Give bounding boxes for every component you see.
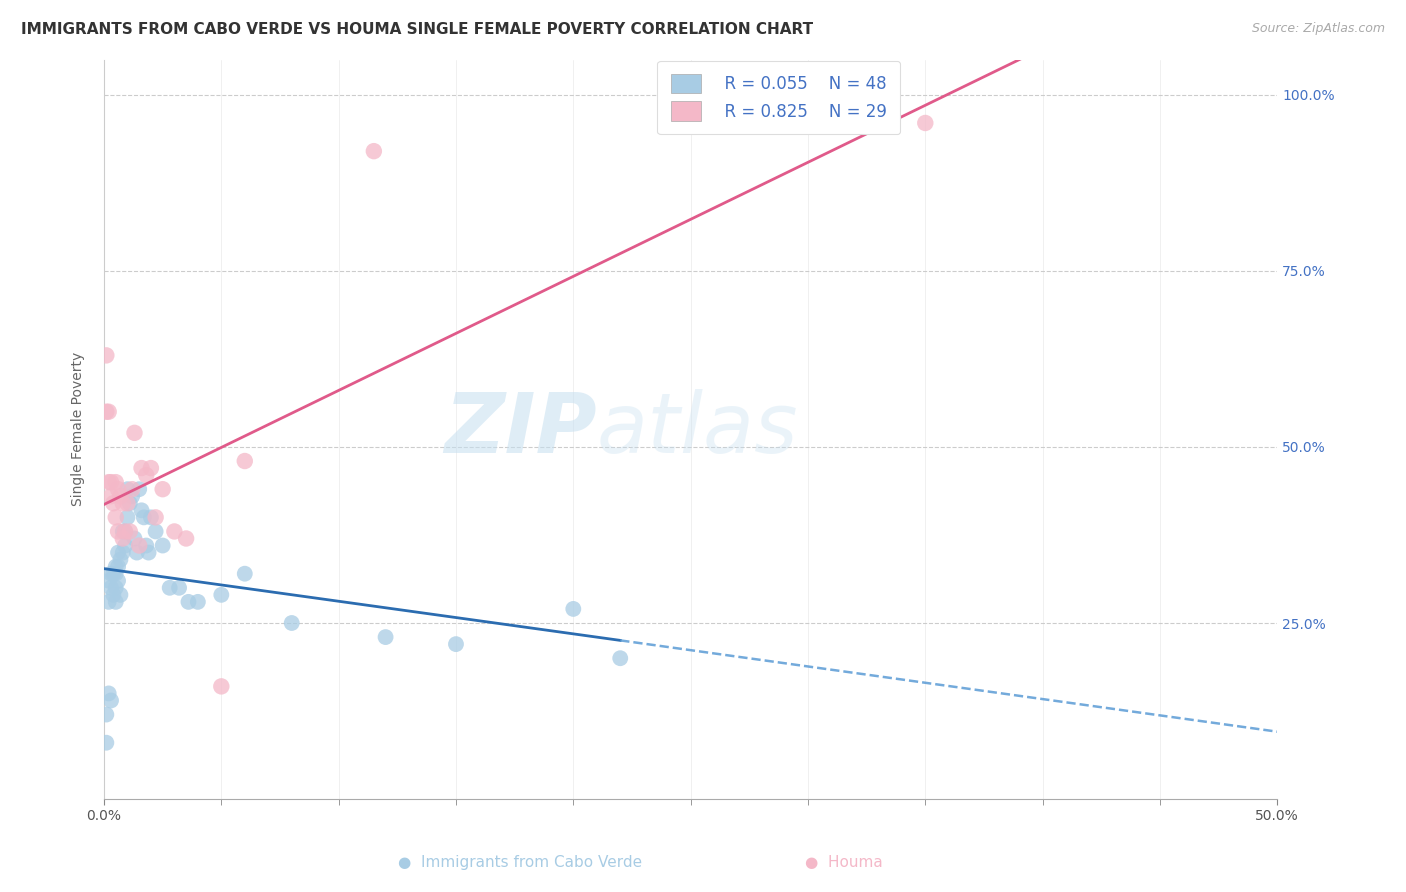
Point	[103, 566, 125, 581]
Point	[107, 559, 129, 574]
Point	[111, 524, 134, 539]
Point	[187, 595, 209, 609]
Point	[131, 461, 153, 475]
Point	[104, 581, 127, 595]
Point	[145, 524, 167, 539]
Point	[117, 496, 139, 510]
Point	[125, 545, 148, 559]
Point	[124, 425, 146, 440]
Point	[174, 532, 197, 546]
Point	[139, 461, 162, 475]
Text: ZIP: ZIP	[444, 389, 596, 470]
Point	[96, 707, 118, 722]
Point	[107, 524, 129, 539]
Point	[163, 524, 186, 539]
Point	[97, 405, 120, 419]
Point	[100, 693, 122, 707]
Point	[104, 559, 127, 574]
Point	[110, 588, 132, 602]
Point	[100, 489, 122, 503]
Point	[128, 482, 150, 496]
Point	[374, 630, 396, 644]
Point	[114, 524, 136, 539]
Point	[97, 574, 120, 588]
Point	[609, 651, 631, 665]
Point	[562, 602, 585, 616]
Point	[117, 510, 139, 524]
Point	[233, 454, 256, 468]
Point	[118, 524, 141, 539]
Point	[128, 539, 150, 553]
Point	[104, 566, 127, 581]
Point	[135, 539, 157, 553]
Point	[121, 489, 143, 503]
Point	[107, 574, 129, 588]
Point	[121, 482, 143, 496]
Point	[177, 595, 200, 609]
Point	[96, 736, 118, 750]
Point	[100, 581, 122, 595]
Point	[104, 595, 127, 609]
Point	[114, 524, 136, 539]
Point	[124, 532, 146, 546]
Point	[280, 615, 302, 630]
Point	[444, 637, 467, 651]
Point	[167, 581, 190, 595]
Y-axis label: Single Female Poverty: Single Female Poverty	[72, 352, 86, 507]
Point	[100, 475, 122, 490]
Point	[363, 144, 385, 158]
Point	[118, 496, 141, 510]
Point	[104, 475, 127, 490]
Point	[100, 566, 122, 581]
Point	[97, 686, 120, 700]
Point	[97, 595, 120, 609]
Point	[111, 532, 134, 546]
Point	[111, 496, 134, 510]
Point	[111, 545, 134, 559]
Text: Source: ZipAtlas.com: Source: ZipAtlas.com	[1251, 22, 1385, 36]
Text: ●  Houma: ● Houma	[804, 855, 883, 870]
Point	[145, 510, 167, 524]
Point	[114, 539, 136, 553]
Point	[152, 539, 174, 553]
Point	[97, 475, 120, 490]
Point	[132, 510, 155, 524]
Point	[96, 405, 118, 419]
Point	[152, 482, 174, 496]
Text: IMMIGRANTS FROM CABO VERDE VS HOUMA SINGLE FEMALE POVERTY CORRELATION CHART: IMMIGRANTS FROM CABO VERDE VS HOUMA SING…	[21, 22, 813, 37]
Point	[103, 496, 125, 510]
Point	[233, 566, 256, 581]
Text: atlas: atlas	[596, 389, 799, 470]
Point	[117, 482, 139, 496]
Point	[209, 588, 232, 602]
Point	[138, 545, 160, 559]
Text: ●  Immigrants from Cabo Verde: ● Immigrants from Cabo Verde	[398, 855, 643, 870]
Point	[131, 503, 153, 517]
Point	[139, 510, 162, 524]
Point	[135, 468, 157, 483]
Point	[96, 348, 118, 362]
Point	[104, 510, 127, 524]
Point	[110, 552, 132, 566]
Legend:   R = 0.055    N = 48,   R = 0.825    N = 29: R = 0.055 N = 48, R = 0.825 N = 29	[657, 61, 900, 134]
Point	[914, 116, 936, 130]
Point	[110, 489, 132, 503]
Point	[103, 588, 125, 602]
Point	[159, 581, 181, 595]
Point	[209, 679, 232, 693]
Point	[107, 545, 129, 559]
Point	[107, 482, 129, 496]
